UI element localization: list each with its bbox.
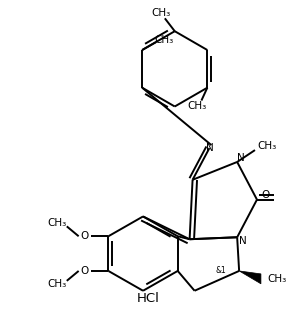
Text: CH₃: CH₃ bbox=[47, 279, 67, 289]
Text: CH₃: CH₃ bbox=[47, 218, 67, 228]
Text: N: N bbox=[237, 153, 245, 163]
Text: CH₃: CH₃ bbox=[151, 8, 170, 18]
Text: O: O bbox=[261, 190, 269, 200]
Text: O: O bbox=[81, 266, 89, 276]
Text: CH₃: CH₃ bbox=[188, 100, 207, 111]
Text: CH₃: CH₃ bbox=[154, 35, 173, 45]
Text: O: O bbox=[81, 231, 89, 241]
Text: N: N bbox=[239, 236, 247, 246]
Text: N: N bbox=[205, 143, 213, 153]
Text: HCl: HCl bbox=[136, 292, 160, 305]
Polygon shape bbox=[239, 271, 261, 284]
Text: CH₃: CH₃ bbox=[267, 274, 287, 284]
Text: CH₃: CH₃ bbox=[257, 141, 276, 151]
Text: &1: &1 bbox=[216, 266, 227, 275]
